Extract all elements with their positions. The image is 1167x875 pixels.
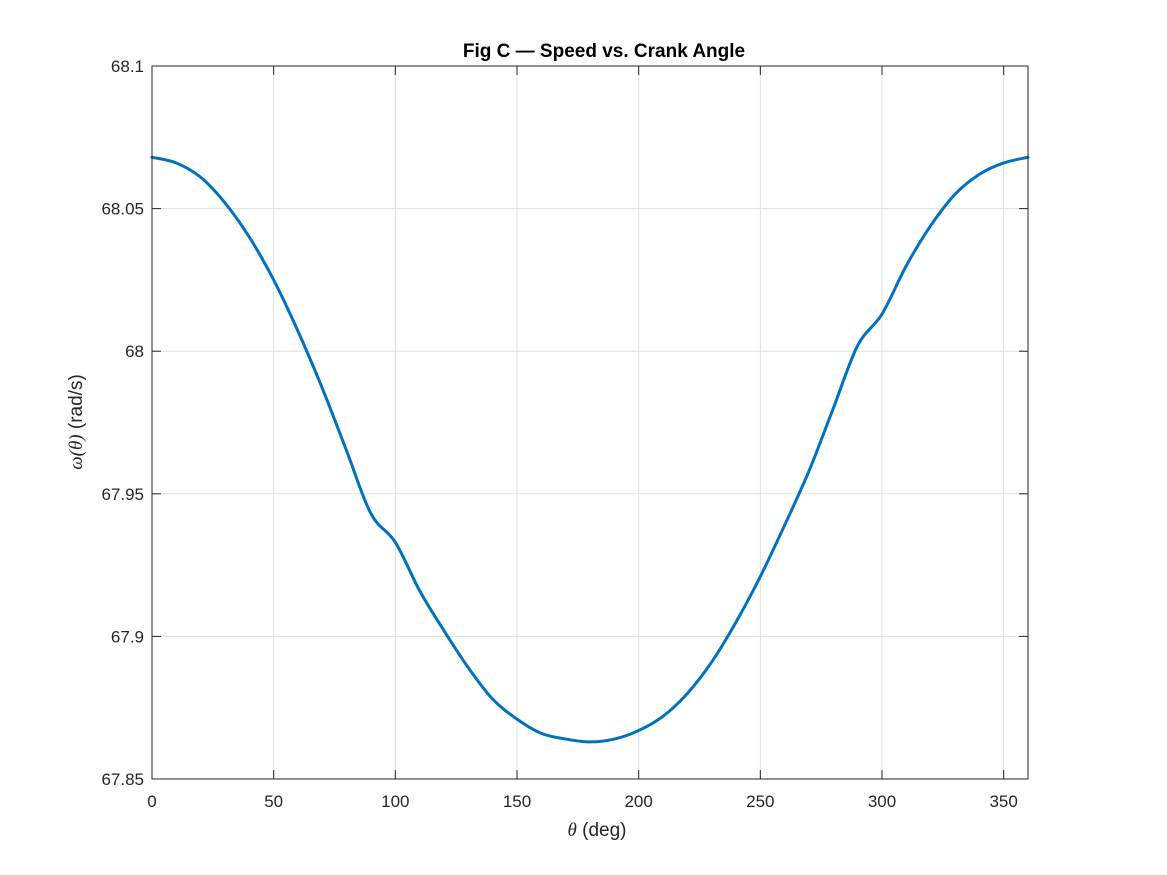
chart-title: Fig C — Speed vs. Crank Angle [463,41,745,62]
y-tick-label: 67.95 [101,485,144,504]
x-tick-label: 100 [381,792,409,811]
x-tick-label: 150 [503,792,531,811]
y-tick-label: 68.1 [111,57,144,76]
y-tick-label: 68 [125,342,144,361]
y-axis-label: ω(θ) (rad/s) [66,374,87,470]
x-tick-label: 250 [746,792,774,811]
x-tick-label: 200 [624,792,652,811]
x-axis-symbol: θ [568,820,577,841]
x-axis-unit: (deg) [577,820,627,841]
y-tick-label: 67.9 [111,627,144,646]
ticks: 0 50 100 150 200 250 300 350 67.85 67.9 67.95 68 68.… [101,57,1028,811]
y-tick-label: 68.05 [101,200,144,219]
y-axis-unit: (rad/s) [66,374,87,434]
x-tick-label: 350 [989,792,1017,811]
series-layer [150,155,1030,744]
x-tick-label: 300 [868,792,896,811]
x-tick-label: 0 [147,792,156,811]
axes-box [151,65,1029,780]
x-axis-label: θ (deg) [568,820,627,841]
y-tick-label: 67.85 [101,770,144,789]
plot-area [152,66,1028,779]
y-axis-symbol: ω(θ) [66,434,87,469]
x-tick-label: 50 [264,792,283,811]
series-line [150,155,1030,744]
